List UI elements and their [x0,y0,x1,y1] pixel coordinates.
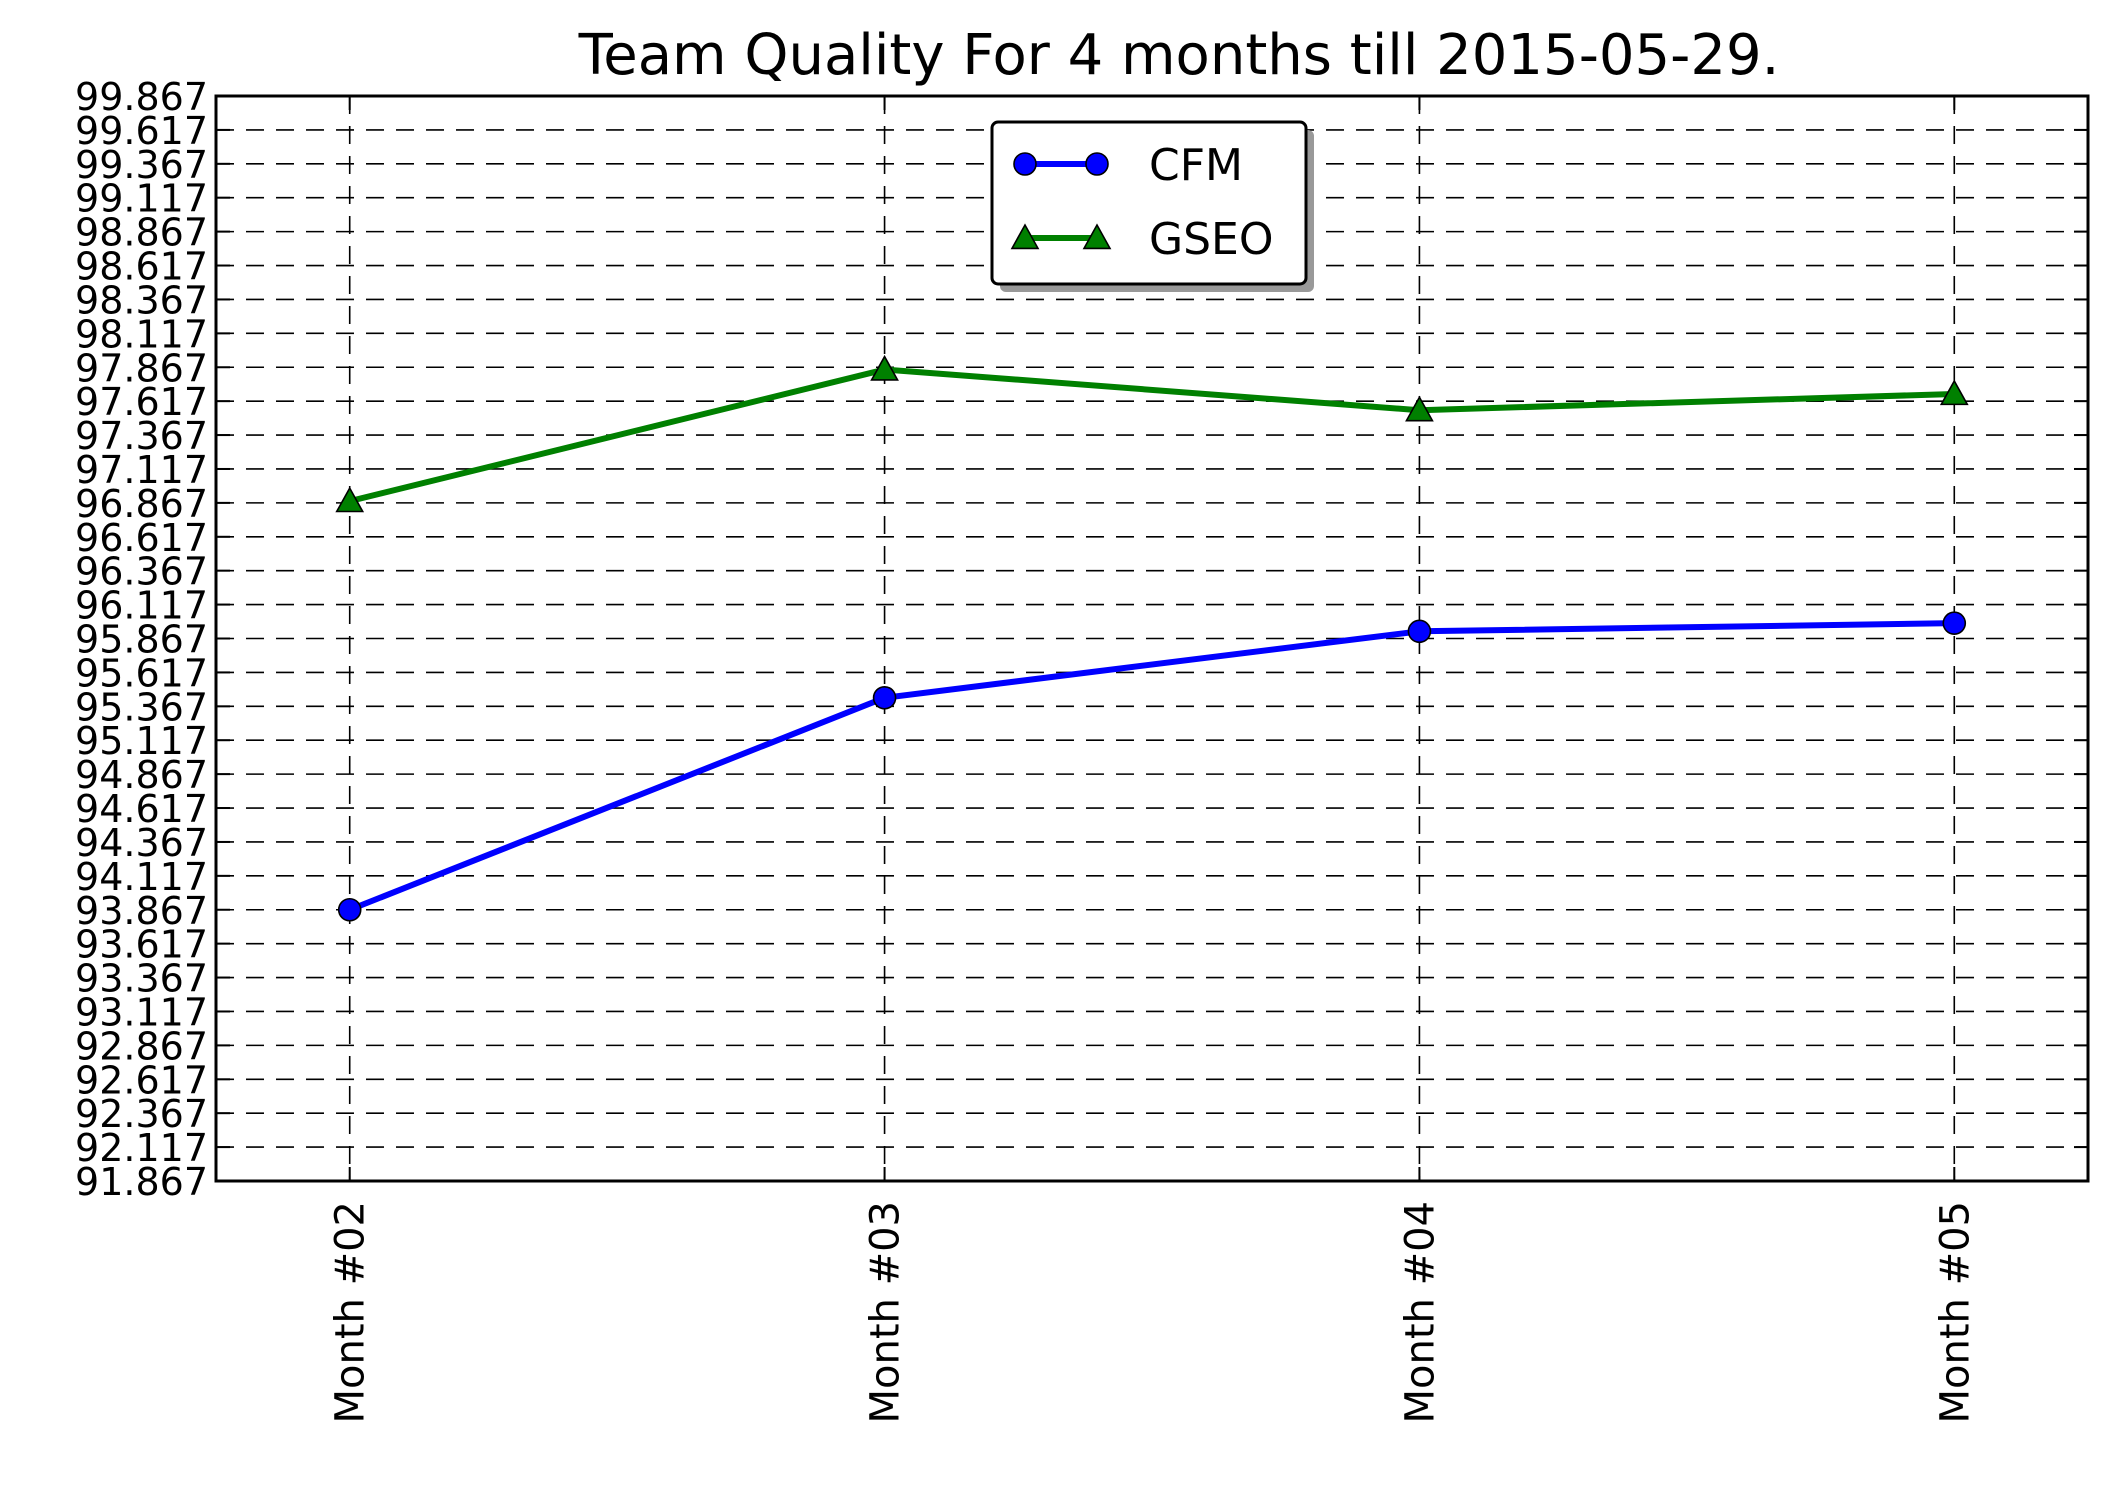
y-tick-label: 96.117 [75,584,208,628]
series-line [348,366,1955,505]
series-line [348,620,1955,913]
y-tick-label: 93.367 [75,957,208,1001]
data-point [1939,379,1969,406]
y-tick-label: 97.367 [75,414,208,458]
y-tick-label: 94.617 [75,787,208,831]
chart-title: Team Quality For 4 months till 2015-05-2… [578,23,1780,88]
data-point [870,354,899,381]
y-tick-label: 95.117 [75,719,208,763]
y-tick-label: 99.867 [75,75,208,119]
y-tick-label: 95.367 [75,685,208,729]
y-tick-label: 93.867 [75,889,208,933]
y-tick-label: 97.117 [75,448,208,492]
y-tick-label: 92.117 [75,1126,208,1170]
y-tick-label: 96.367 [75,550,208,594]
grid-layer [216,95,2088,1182]
legend-marker [1085,152,1109,176]
y-tick-label: 98.617 [75,245,208,289]
y-tick-label: 98.367 [75,278,208,322]
y-tick-label: 95.617 [75,651,208,695]
y-tick-label: 91.867 [75,1160,208,1204]
data-point [872,685,897,710]
y-tick-label: 95.867 [75,618,208,662]
data-point [337,897,362,922]
legend-marker [1010,223,1040,250]
y-tick-label: 94.367 [75,821,208,865]
data-point [1942,611,1967,635]
series-layer [335,354,1969,922]
y-tick-label: 97.617 [75,380,208,424]
y-tick-label: 96.867 [75,482,208,526]
y-tick-label: 99.117 [75,177,208,221]
y-tick-label: 98.867 [75,211,208,255]
y-tick-label: 92.617 [75,1058,208,1102]
x-tick-label: Month #05 [1932,1201,1978,1424]
legend-label: GSEO [1149,214,1273,265]
x-tick-label: Month #04 [1397,1201,1443,1424]
y-tick-label: 98.117 [75,312,208,356]
plot-frame [214,94,2090,1183]
y-tick-label: 93.117 [75,990,208,1034]
y-tick-label: 92.867 [75,1024,208,1068]
data-point [1407,619,1432,644]
y-tick-label: 96.617 [75,516,208,560]
y-tick-label: 94.117 [75,855,208,899]
y-tick-label: 93.617 [75,923,208,967]
y-tick-label: 97.867 [75,346,208,390]
series-cfm [337,611,1967,922]
series-gseo [335,354,1969,513]
legend-label: CFM [1149,140,1243,191]
y-tick-label: 99.617 [75,109,208,153]
y-tick-label: 92.367 [75,1092,208,1136]
x-tick-label: Month #02 [328,1201,374,1424]
y-tick-label: 94.867 [75,753,208,797]
legend-marker [1013,152,1037,176]
data-point [335,486,365,513]
legend: CFM GSEO [990,120,1314,292]
data-point [1405,395,1434,422]
y-tick-label: 99.367 [75,143,208,187]
legend-marker [1082,223,1112,250]
axis-layer: 91.86792.11792.36792.61792.86793.11793.3… [75,75,2090,1424]
x-tick-label: Month #03 [863,1201,909,1424]
